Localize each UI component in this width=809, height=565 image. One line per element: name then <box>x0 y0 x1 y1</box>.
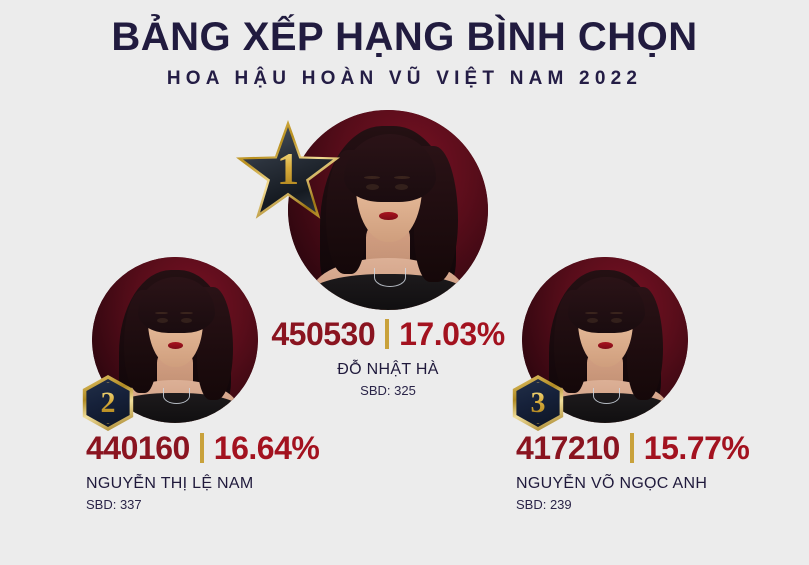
vote-count-rank-3: 417210 <box>516 430 620 466</box>
score-divider-rank-3 <box>629 433 634 463</box>
score-line-rank-3: 417210 15.77% <box>516 432 809 464</box>
vote-percent-rank-3: 15.77% <box>643 430 750 466</box>
contestant-sbd-rank-2: SBD: 337 <box>86 497 142 512</box>
stats-rank-2: 440160 16.64% NGUYỄN THỊ LỆ NAM SBD: 337 <box>86 432 416 512</box>
score-divider-rank-2 <box>199 433 204 463</box>
rank-badge-number-2: 2 <box>100 386 116 419</box>
eyebrow-left <box>155 311 169 315</box>
eye-right <box>610 318 622 324</box>
hair-front-shape <box>138 276 215 334</box>
vote-percent-rank-2: 16.64% <box>213 430 320 466</box>
hair-front-shape <box>568 276 645 334</box>
portrait-rank-1[interactable] <box>288 110 488 310</box>
portrait-rank-2[interactable] <box>92 257 258 423</box>
stats-rank-1: 450530 17.03% ĐỖ NHẬT HÀ SBD: 325 <box>238 318 538 398</box>
rank-badge-number-1: 1 <box>276 144 300 194</box>
rank-badge-3: 3 <box>510 375 566 431</box>
eyebrow-right <box>394 176 410 180</box>
eyebrow-right <box>609 311 624 315</box>
rank-badge-2: 2 <box>80 375 136 431</box>
necklace-shape <box>593 388 621 405</box>
lips-shape <box>379 212 398 221</box>
stats-rank-3: 417210 15.77% NGUYỄN VÕ NGỌC ANH SBD: 23… <box>516 432 809 512</box>
eye-left <box>366 184 379 190</box>
eye-left <box>156 318 168 324</box>
page-title: BẢNG XẾP HẠNG BÌNH CHỌN <box>111 15 698 59</box>
eye-left <box>586 318 598 324</box>
contestant-name-rank-1: ĐỖ NHẬT HÀ <box>337 361 439 378</box>
eye-right <box>395 184 408 190</box>
eye-right <box>180 318 192 324</box>
score-line-rank-1: 450530 17.03% <box>238 318 538 350</box>
vote-count-rank-1: 450530 <box>271 316 376 352</box>
page-subtitle: HOA HẬU HOÀN VŨ VIỆT NAM 2022 <box>166 68 643 89</box>
vote-percent-rank-1: 17.03% <box>399 316 505 352</box>
hexagon-badge-rim <box>519 382 557 424</box>
score-divider-rank-1 <box>385 319 390 349</box>
contestant-name-rank-2: NGUYỄN THỊ LỆ NAM <box>86 475 254 492</box>
rank-badge-number-3: 3 <box>530 386 546 419</box>
portrait-photo-rank-2 <box>92 257 258 423</box>
necklace-shape <box>163 388 191 405</box>
contestant-sbd-rank-1: SBD: 325 <box>360 383 416 398</box>
eyebrow-left <box>364 176 380 180</box>
header: BẢNG XẾP HẠNG BÌNH CHỌN HOA HẬU HOÀN VŨ … <box>0 0 809 90</box>
lips-shape <box>597 341 614 349</box>
hexagon-badge-rim <box>89 382 127 424</box>
necklace-shape <box>374 268 406 287</box>
vote-count-rank-2: 440160 <box>86 430 190 466</box>
eyebrow-left <box>585 311 599 315</box>
lips-shape <box>167 341 184 349</box>
eyebrow-right <box>179 311 194 315</box>
portrait-photo-rank-1 <box>288 110 488 310</box>
contestant-name-rank-3: NGUYỄN VÕ NGỌC ANH <box>516 475 708 492</box>
hair-front-shape <box>344 134 436 202</box>
rank-badge-1: 1 <box>236 120 340 224</box>
contestant-sbd-rank-3: SBD: 239 <box>516 497 572 512</box>
score-line-rank-2: 440160 16.64% <box>86 432 416 464</box>
